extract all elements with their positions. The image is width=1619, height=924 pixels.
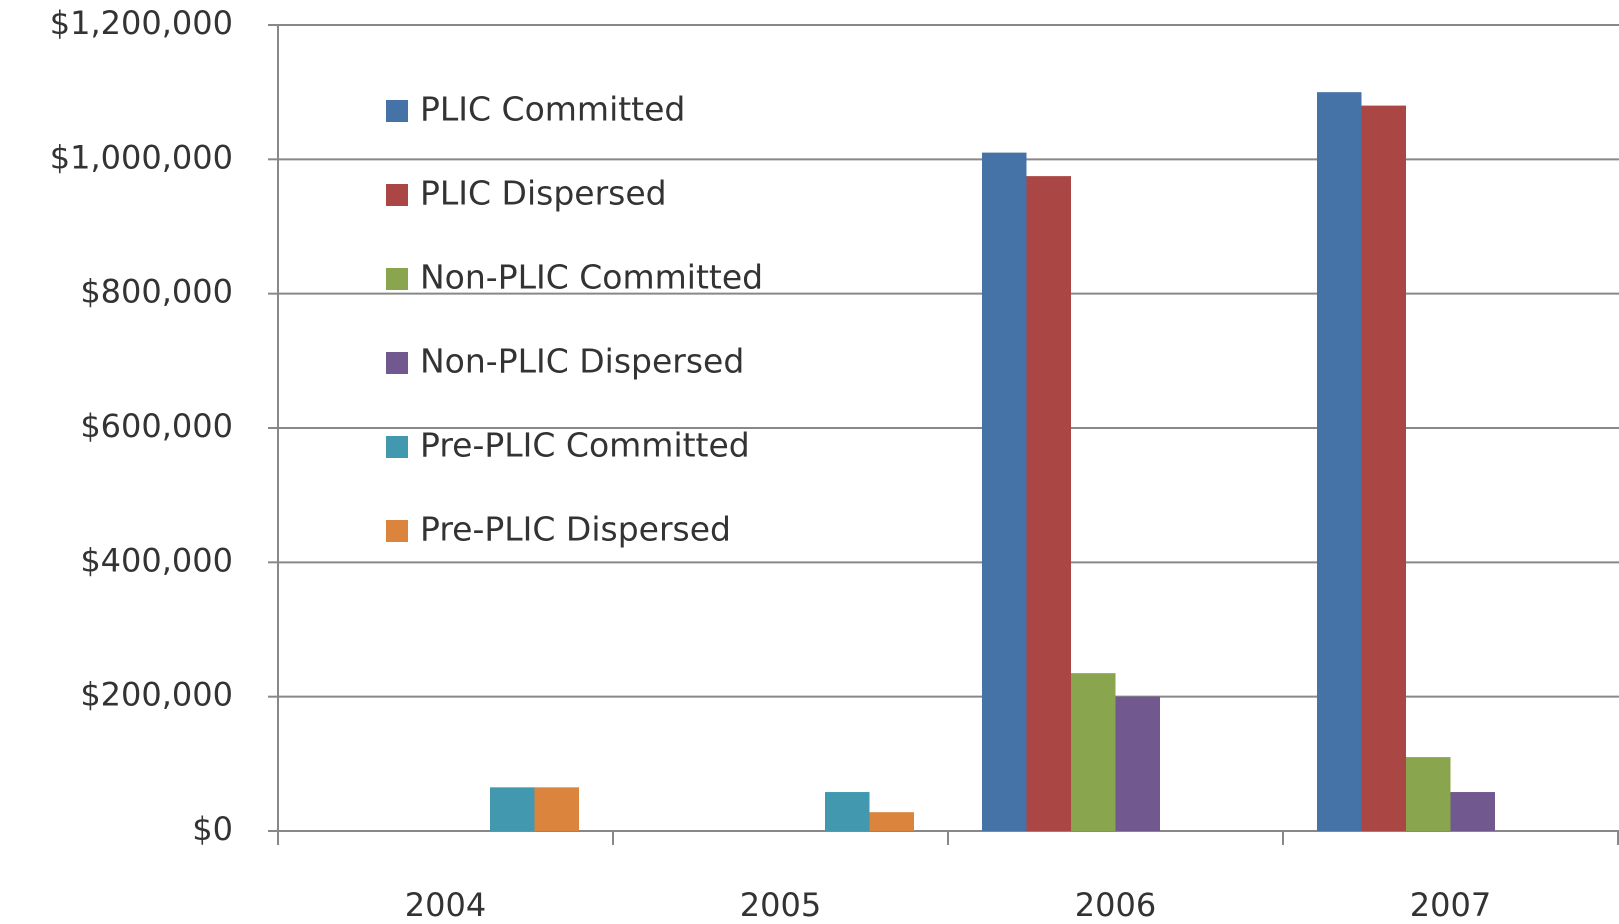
legend-swatch bbox=[386, 184, 408, 206]
bar bbox=[1115, 696, 1160, 831]
bar bbox=[1317, 92, 1362, 831]
bar bbox=[1450, 792, 1495, 831]
bar bbox=[1406, 757, 1451, 831]
legend-label: Non-PLIC Committed bbox=[420, 258, 763, 297]
legend-label: Non-PLIC Dispersed bbox=[420, 342, 744, 381]
bar bbox=[869, 812, 914, 831]
y-tick-label: $600,000 bbox=[80, 407, 233, 445]
y-tick-label: $1,000,000 bbox=[50, 138, 233, 176]
x-tick-label: 2004 bbox=[405, 886, 486, 924]
legend-swatch bbox=[386, 436, 408, 458]
y-tick-label: $800,000 bbox=[80, 273, 233, 311]
y-tick-label: $1,200,000 bbox=[50, 4, 233, 42]
legend-label: Pre-PLIC Dispersed bbox=[420, 510, 731, 549]
legend-label: Pre-PLIC Committed bbox=[420, 426, 750, 465]
y-tick-label: $400,000 bbox=[80, 541, 233, 579]
legend-swatch bbox=[386, 352, 408, 374]
y-tick-label: $200,000 bbox=[80, 676, 233, 714]
bar bbox=[982, 152, 1027, 831]
legend-swatch bbox=[386, 268, 408, 290]
x-tick-label: 2005 bbox=[740, 886, 821, 924]
bar bbox=[1071, 673, 1116, 831]
legend-swatch bbox=[386, 520, 408, 542]
legend-label: PLIC Dispersed bbox=[420, 174, 667, 213]
y-tick-label: $0 bbox=[192, 810, 233, 848]
x-tick-label: 2006 bbox=[1075, 886, 1156, 924]
legend-swatch bbox=[386, 100, 408, 122]
bar bbox=[825, 792, 870, 831]
x-tick-label: 2007 bbox=[1410, 886, 1491, 924]
bar bbox=[1361, 105, 1406, 832]
bar bbox=[490, 787, 535, 831]
legend-label: PLIC Committed bbox=[420, 90, 685, 129]
bar bbox=[1026, 176, 1071, 831]
bar bbox=[534, 787, 579, 831]
